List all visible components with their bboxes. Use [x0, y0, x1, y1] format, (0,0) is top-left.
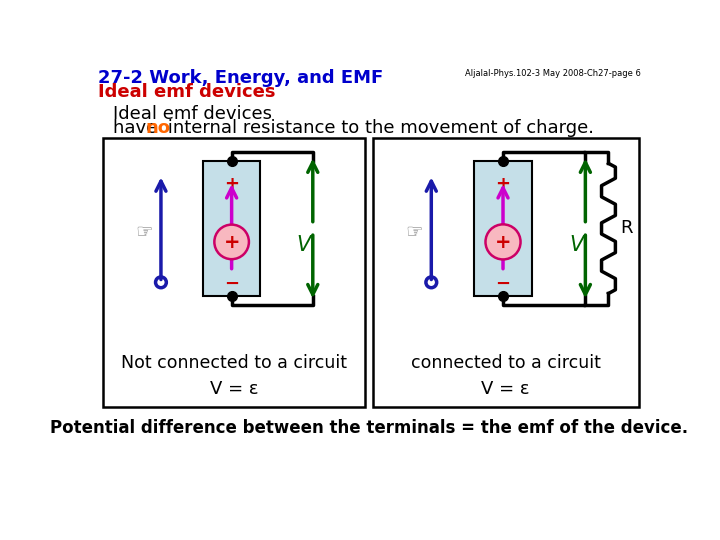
- Circle shape: [215, 225, 249, 259]
- Text: 27-2 Work, Energy, and EMF: 27-2 Work, Energy, and EMF: [98, 69, 383, 86]
- Text: V = ε: V = ε: [210, 381, 258, 399]
- Bar: [373, 138, 639, 408]
- Text: no: no: [145, 119, 171, 137]
- Text: internal resistance to the movement of charge.: internal resistance to the movement of c…: [162, 119, 594, 137]
- Text: connected to a circuit: connected to a circuit: [410, 354, 600, 372]
- Text: ☞: ☞: [405, 223, 423, 242]
- Text: R: R: [620, 219, 633, 238]
- Text: Ideal emf devices: Ideal emf devices: [113, 105, 272, 123]
- Bar: [203, 161, 261, 296]
- Text: V = ε: V = ε: [482, 381, 530, 399]
- Text: Aljalal-Phys.102-3 May 2008-Ch27-page 6: Aljalal-Phys.102-3 May 2008-Ch27-page 6: [465, 69, 641, 78]
- Circle shape: [485, 224, 521, 259]
- Text: +: +: [495, 175, 510, 193]
- Text: V: V: [297, 234, 310, 254]
- Text: −: −: [495, 275, 510, 293]
- Text: Ideal emf devices: Ideal emf devices: [98, 83, 276, 102]
- Text: ☞: ☞: [135, 223, 153, 242]
- Text: +: +: [223, 233, 240, 252]
- Text: have: have: [113, 119, 163, 137]
- Text: Not connected to a circuit: Not connected to a circuit: [121, 354, 347, 372]
- Text: V: V: [569, 234, 583, 254]
- Text: +: +: [224, 175, 239, 193]
- Text: −: −: [224, 275, 239, 293]
- Bar: [104, 138, 365, 408]
- Text: +: +: [495, 233, 511, 252]
- Text: Potential difference between the terminals = the emf of the device.: Potential difference between the termina…: [50, 419, 688, 437]
- Bar: [474, 161, 532, 296]
